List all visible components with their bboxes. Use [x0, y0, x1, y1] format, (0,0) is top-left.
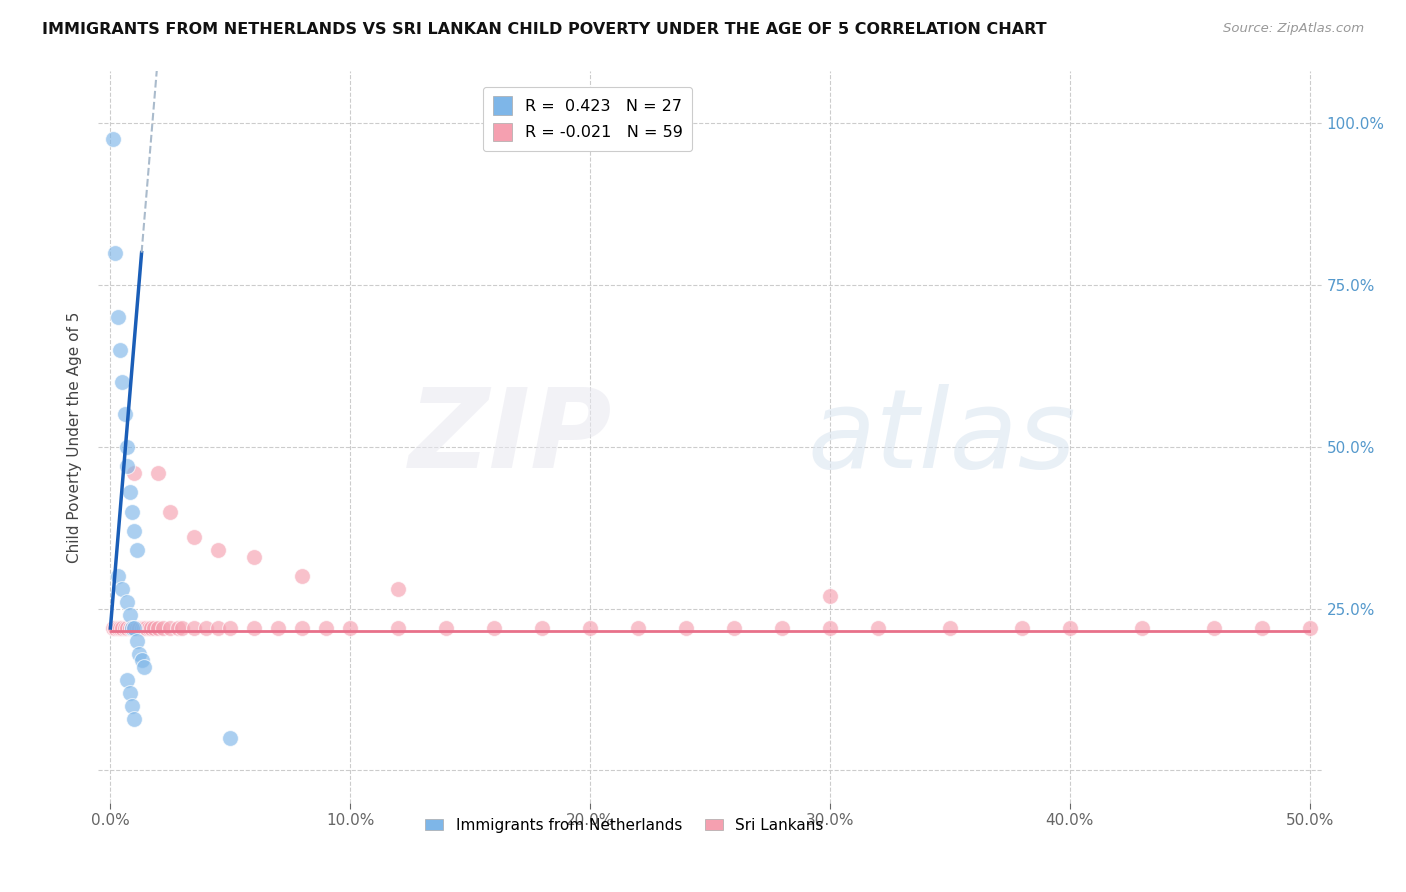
- Point: [115, 673, 138, 687]
- Point: [1202, 621, 1225, 635]
- Point: [131, 621, 153, 635]
- Point: [159, 621, 181, 635]
- Point: [111, 621, 134, 635]
- Point: [172, 621, 194, 635]
- Point: [723, 621, 745, 635]
- Point: [138, 621, 160, 635]
- Point: [627, 621, 650, 635]
- Point: [104, 621, 127, 635]
- Point: [1059, 621, 1081, 635]
- Point: [434, 621, 457, 635]
- Point: [121, 504, 143, 518]
- Text: IMMIGRANTS FROM NETHERLANDS VS SRI LANKAN CHILD POVERTY UNDER THE AGE OF 5 CORRE: IMMIGRANTS FROM NETHERLANDS VS SRI LANKA…: [42, 22, 1047, 37]
- Point: [115, 595, 138, 609]
- Point: [675, 621, 697, 635]
- Point: [207, 621, 229, 635]
- Point: [866, 621, 889, 635]
- Point: [148, 621, 170, 635]
- Point: [482, 621, 505, 635]
- Point: [1011, 621, 1033, 635]
- Point: [132, 660, 155, 674]
- Point: [108, 343, 131, 357]
- Point: [141, 621, 163, 635]
- Point: [125, 543, 148, 558]
- Y-axis label: Child Poverty Under the Age of 5: Child Poverty Under the Age of 5: [67, 311, 83, 563]
- Point: [124, 524, 146, 538]
- Point: [101, 621, 124, 635]
- Point: [195, 621, 218, 635]
- Point: [1250, 621, 1272, 635]
- Point: [267, 621, 290, 635]
- Point: [770, 621, 793, 635]
- Point: [118, 608, 141, 623]
- Point: [135, 621, 157, 635]
- Point: [131, 653, 153, 667]
- Point: [118, 686, 141, 700]
- Point: [128, 647, 150, 661]
- Point: [114, 408, 136, 422]
- Point: [148, 466, 170, 480]
- Point: [121, 621, 143, 635]
- Point: [118, 621, 141, 635]
- Point: [183, 621, 205, 635]
- Point: [243, 621, 266, 635]
- Point: [159, 504, 181, 518]
- Point: [818, 589, 841, 603]
- Point: [291, 621, 314, 635]
- Point: [115, 621, 138, 635]
- Point: [121, 621, 143, 635]
- Point: [531, 621, 554, 635]
- Point: [132, 621, 155, 635]
- Point: [114, 621, 136, 635]
- Point: [315, 621, 337, 635]
- Point: [219, 731, 242, 745]
- Point: [111, 375, 134, 389]
- Point: [152, 621, 174, 635]
- Point: [115, 440, 138, 454]
- Point: [166, 621, 188, 635]
- Text: ZIP: ZIP: [409, 384, 612, 491]
- Point: [339, 621, 361, 635]
- Point: [125, 621, 148, 635]
- Point: [818, 621, 841, 635]
- Point: [142, 621, 165, 635]
- Point: [118, 485, 141, 500]
- Point: [291, 569, 314, 583]
- Point: [124, 466, 146, 480]
- Point: [124, 621, 146, 635]
- Point: [1298, 621, 1320, 635]
- Point: [128, 621, 150, 635]
- Point: [387, 582, 409, 597]
- Point: [243, 549, 266, 564]
- Point: [107, 310, 129, 325]
- Point: [219, 621, 242, 635]
- Legend: Immigrants from Netherlands, Sri Lankans: Immigrants from Netherlands, Sri Lankans: [419, 812, 830, 839]
- Point: [115, 459, 138, 474]
- Point: [121, 698, 143, 713]
- Point: [101, 132, 124, 146]
- Point: [107, 621, 129, 635]
- Point: [124, 712, 146, 726]
- Point: [125, 634, 148, 648]
- Text: Source: ZipAtlas.com: Source: ZipAtlas.com: [1223, 22, 1364, 36]
- Point: [111, 582, 134, 597]
- Point: [104, 245, 127, 260]
- Point: [124, 621, 146, 635]
- Point: [939, 621, 962, 635]
- Point: [183, 530, 205, 544]
- Point: [579, 621, 602, 635]
- Point: [107, 569, 129, 583]
- Point: [207, 543, 229, 558]
- Text: atlas: atlas: [808, 384, 1077, 491]
- Point: [108, 621, 131, 635]
- Point: [387, 621, 409, 635]
- Point: [1130, 621, 1153, 635]
